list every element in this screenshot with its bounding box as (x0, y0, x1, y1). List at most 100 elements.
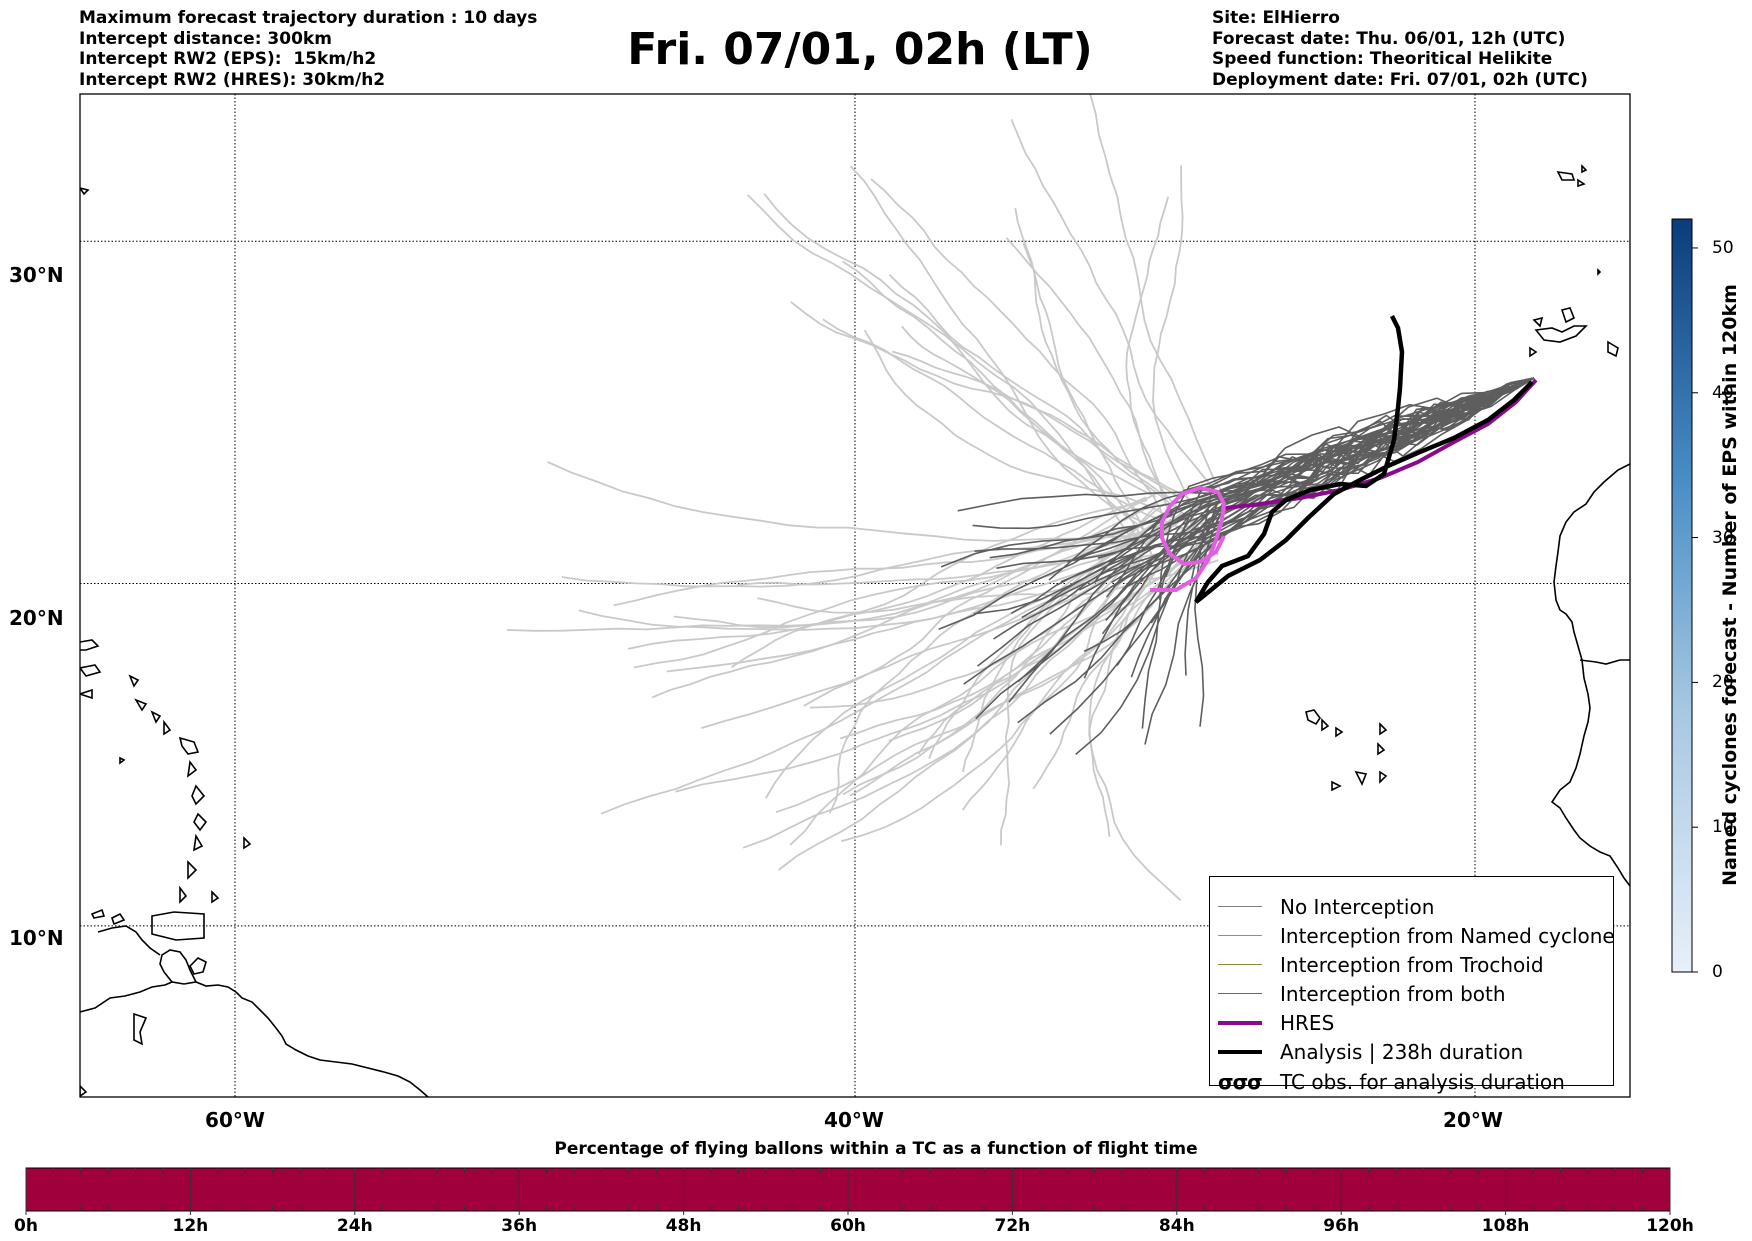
legend-swatch-no-interception (1218, 906, 1262, 907)
legend-swatch-hres (1218, 1020, 1262, 1025)
canary-islands (1529, 307, 1619, 358)
header-left-line: Intercept RW2 (EPS): 15km/h2 (79, 49, 377, 69)
page-title: Fri. 07/01, 02h (LT) (627, 24, 1093, 75)
percentage-bar-tick-label: 60h (830, 1216, 866, 1236)
legend-label: Interception from Trochoid (1280, 952, 1544, 977)
south-america-coast-2 (159, 949, 197, 983)
eps-track-far (842, 508, 1154, 796)
eps-track-near (957, 377, 1535, 512)
colorbar-title: Named cyclones forecast - Number of EPS … (1719, 284, 1741, 886)
percentage-bar-tick-label: 84h (1158, 1216, 1195, 1236)
eps-track-far (803, 502, 1157, 707)
colorbar-tick-label: 50 (1712, 237, 1734, 258)
legend-swatch-both (1218, 993, 1262, 994)
eps-track-far (506, 526, 1136, 632)
trinidad (189, 957, 207, 975)
colorbar-tick-label: 20 (1712, 672, 1734, 693)
header-left-line: Maximum forecast trajectory duration : 1… (79, 8, 538, 28)
eps-track-far (1014, 207, 1167, 498)
antilles-small-2 (119, 736, 252, 904)
eps-track-far (1125, 196, 1170, 509)
eps-track-far (763, 193, 1156, 498)
lon-tick-label: 60°W (205, 1108, 265, 1132)
eps-track-far (1005, 237, 1219, 556)
eps-track-far (901, 325, 1144, 563)
eps-track-near (1194, 377, 1535, 727)
colorbar-gradient (1671, 218, 1693, 973)
eps-track-far (746, 194, 1145, 530)
percentage-bar-tick-label: 36h (501, 1216, 538, 1236)
antilles-small-1 (80, 664, 172, 736)
legend-label: Analysis | 238h duration (1280, 1039, 1524, 1064)
eps-track-near (996, 377, 1535, 569)
eps-track-far (627, 499, 1148, 650)
header-left: Maximum forecast trajectory duration : 1… (79, 8, 537, 90)
africa-coast (1550, 463, 1630, 887)
eps-track-far (578, 552, 1160, 631)
legend-swatch-trochoid (1218, 964, 1262, 965)
legend-label: HRES (1280, 1010, 1335, 1035)
hres-loop-track (1150, 485, 1227, 592)
legend-item: Interception from Named cyclone (1218, 921, 1615, 950)
header-right-line: Site: ElHierro (1212, 8, 1340, 28)
percentage-bar-tick-label: 108h (1481, 1216, 1530, 1236)
lon-tick-label: 40°W (824, 1108, 884, 1132)
eps-track-near (974, 377, 1535, 552)
colorbar-ticklines (1692, 247, 1698, 973)
eps-track-far (888, 273, 1212, 544)
header-left-line: Intercept distance: 300km (79, 28, 332, 49)
south-america-coast (80, 981, 429, 1097)
percentage-bar-tick-label: 12h (172, 1216, 209, 1236)
colorbar-tick-label: 30 (1712, 527, 1734, 548)
header-right: Site: ElHierro Forecast date: Thu. 06/01… (1212, 8, 1588, 90)
eps-track-far (828, 532, 1147, 814)
eps-track-far (790, 301, 1182, 499)
legend-label: TC obs. for analysis duration (1280, 1069, 1565, 1094)
header-right-line: Speed function: Theoritical Helikite (1212, 49, 1553, 69)
tc-obs-symbol-icon: σσσ (1218, 1069, 1263, 1094)
eps-track-near (1008, 377, 1535, 703)
legend-item: Interception from both (1218, 979, 1506, 1008)
lat-tick-label: 20°N (9, 606, 64, 630)
legend-item: Analysis | 238h duration (1218, 1037, 1523, 1066)
map-frame (79, 93, 1631, 1098)
eps-track-near (1101, 377, 1535, 635)
eps-track-far (822, 318, 1181, 529)
eps-track-far (849, 165, 1147, 525)
coastlines (80, 164, 1630, 1097)
colorbar-tick-label: 40 (1712, 382, 1734, 403)
lat-tick-label: 10°N (9, 926, 64, 950)
caribbean-islands (80, 187, 148, 1097)
percentage-bar-tick-label: 24h (336, 1216, 373, 1236)
eps-track-near (1144, 377, 1535, 745)
madeira-islands (1556, 164, 1588, 188)
colorbar-tick-label: 10 (1712, 817, 1734, 838)
eps-track-far (561, 523, 1146, 588)
puerto-rico (80, 639, 100, 651)
analysis-track (1194, 314, 1534, 604)
header-right-line: Deployment date: Fri. 07/01, 02h (UTC) (1212, 69, 1588, 90)
eps-track-near (1112, 377, 1535, 588)
eps-track-far (961, 549, 1165, 811)
paria-coast (97, 925, 161, 956)
eps-track-far (547, 461, 1225, 542)
small-island (1597, 268, 1602, 276)
percentage-bar-tick-label: 120h (1646, 1216, 1694, 1236)
percentage-bar-ticklines (25, 1168, 1671, 1215)
header-right-line: Forecast date: Thu. 06/01, 12h (UTC) (1212, 28, 1566, 49)
percentage-bar-tick-label: 96h (1323, 1216, 1360, 1236)
lat-tick-label: 30°N (9, 263, 64, 287)
eps-track-far (742, 518, 1172, 849)
percentage-bar-tick-label: 48h (665, 1216, 702, 1236)
legend-item: HRES (1218, 1008, 1334, 1037)
legend-item: σσσ TC obs. for analysis duration (1218, 1067, 1565, 1096)
eps-track-far (731, 496, 1147, 669)
antilles-islands (90, 908, 205, 941)
hres-track (1225, 378, 1538, 510)
map-area (80, 94, 1630, 1097)
eps-track-near (1083, 377, 1535, 653)
cape-verde-islands (1305, 709, 1388, 792)
header-left-line: Intercept RW2 (HRES): 30km/h2 (79, 69, 386, 90)
eps-tracks-far (506, 94, 1226, 901)
